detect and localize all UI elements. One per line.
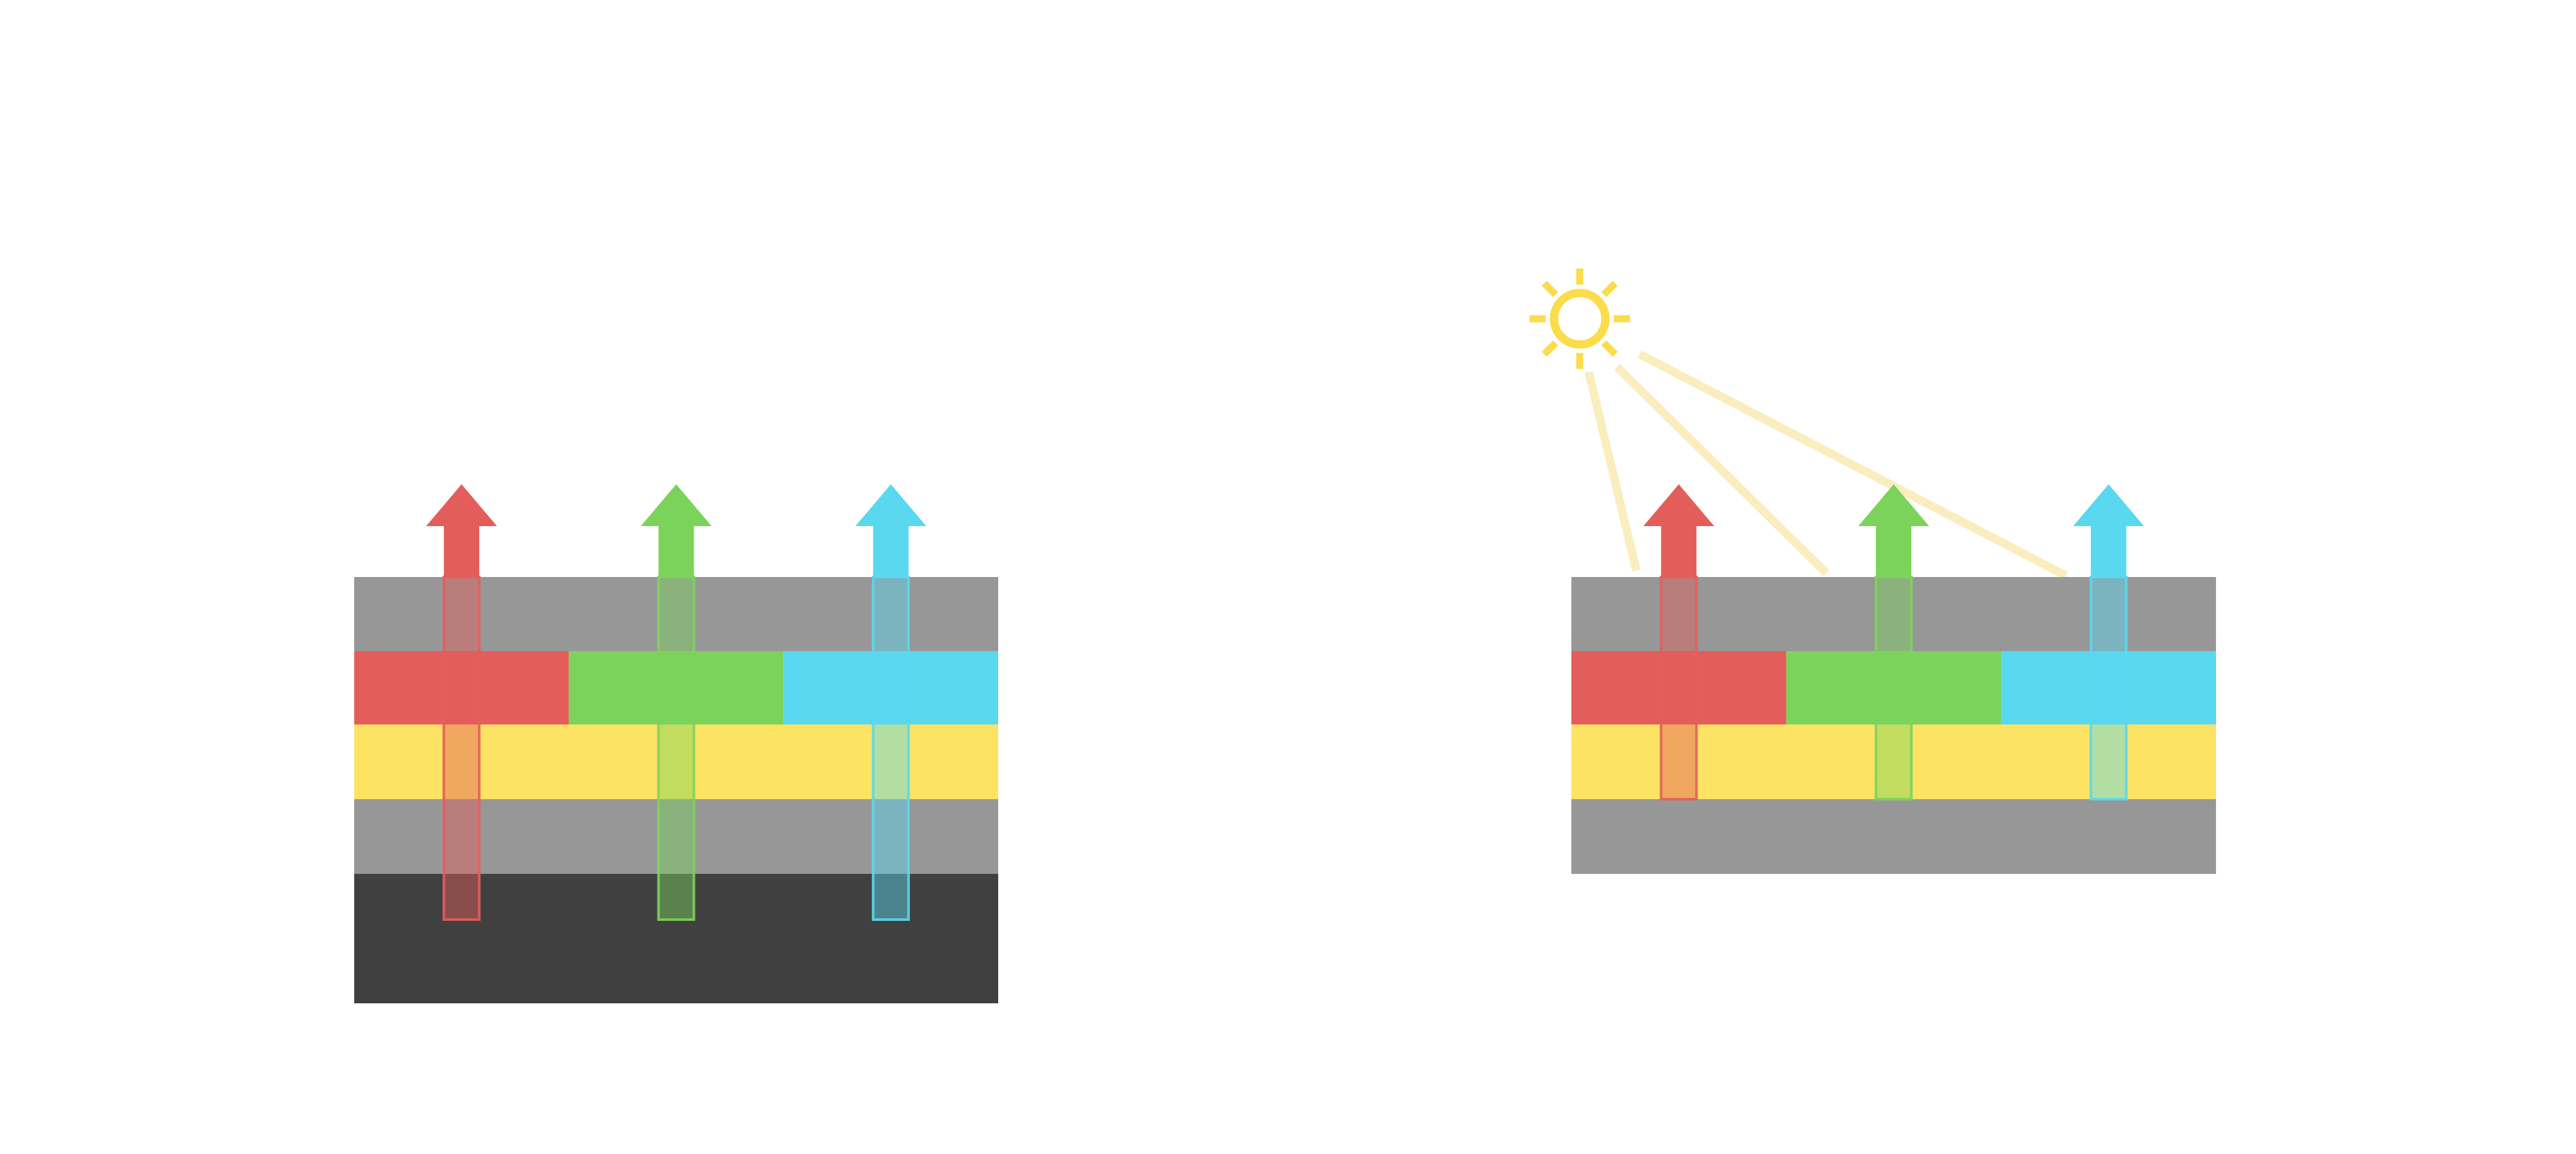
blue-light-arrow bbox=[855, 484, 927, 921]
green-light-arrow-shaft-through-stack bbox=[657, 576, 696, 921]
reflective-display-stack bbox=[1530, 269, 2216, 874]
red-light-arrow-shaft-through-stack bbox=[1660, 576, 1698, 800]
sun-ray bbox=[1541, 280, 1558, 298]
blue-light-arrow bbox=[2073, 484, 2145, 800]
red-light-arrow bbox=[1643, 484, 1714, 800]
sun-ray bbox=[1541, 340, 1558, 357]
gray-layer-bottom bbox=[1571, 799, 2216, 874]
blue-light-arrow-head bbox=[2073, 484, 2145, 578]
red-subpixel bbox=[1571, 651, 1786, 724]
green-light-arrow bbox=[641, 484, 712, 921]
emissive-display-stack bbox=[354, 484, 998, 1003]
gray-layer-top bbox=[1571, 577, 2216, 651]
blue-subpixel bbox=[783, 651, 998, 724]
dark-backlight-layer bbox=[354, 874, 998, 1003]
blue-light-arrow-shaft-through-stack bbox=[871, 576, 910, 921]
blue-subpixel bbox=[2001, 651, 2216, 724]
green-light-arrow-head bbox=[641, 484, 712, 578]
green-light-arrow bbox=[1858, 484, 1929, 800]
sunlight-beam bbox=[1638, 350, 2068, 580]
green-subpixel bbox=[569, 651, 784, 724]
sun-ray bbox=[1601, 280, 1618, 298]
red-light-arrow-shaft-through-stack bbox=[442, 576, 481, 921]
sun-ray bbox=[1601, 340, 1618, 357]
sunlight-beam bbox=[1584, 371, 1641, 572]
blue-light-arrow-head bbox=[855, 484, 927, 578]
red-light-arrow bbox=[426, 484, 497, 921]
red-subpixel bbox=[354, 651, 569, 724]
yellow-layer bbox=[354, 724, 998, 799]
green-light-arrow-head bbox=[1858, 484, 1929, 578]
yellow-layer bbox=[1571, 724, 2216, 799]
red-light-arrow-head bbox=[1643, 484, 1714, 578]
gray-layer-bottom bbox=[354, 799, 998, 874]
blue-light-arrow-shaft-through-stack bbox=[2089, 576, 2128, 800]
green-subpixel bbox=[1786, 651, 2002, 724]
gray-layer-top bbox=[354, 577, 998, 651]
sun-icon bbox=[1530, 269, 1630, 369]
green-light-arrow-shaft-through-stack bbox=[1875, 576, 1913, 800]
sunlight-beam bbox=[1614, 364, 1830, 576]
sun-disc-outline bbox=[1549, 288, 1610, 349]
red-light-arrow-head bbox=[426, 484, 497, 578]
